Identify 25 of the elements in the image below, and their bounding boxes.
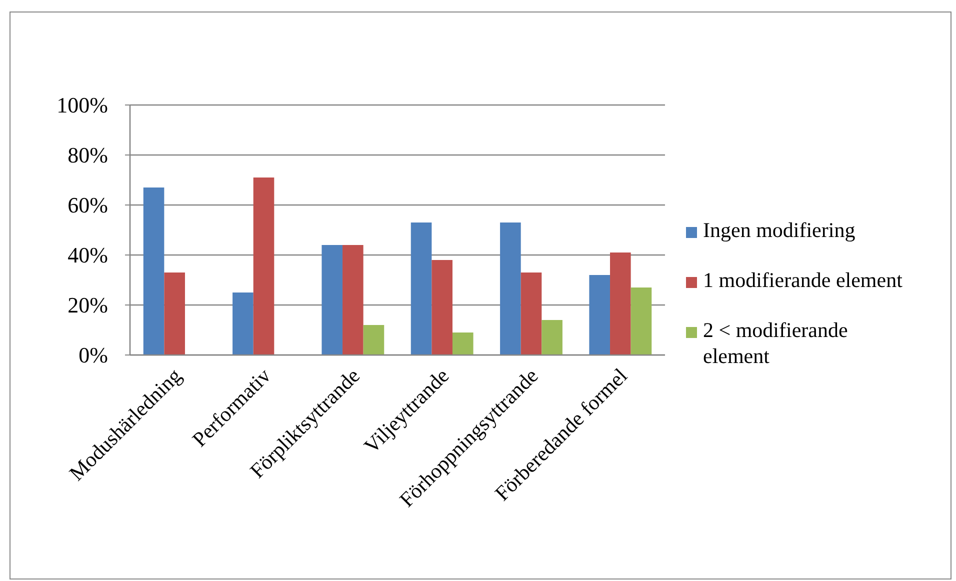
bar [253,178,274,355]
bar [232,292,254,355]
bar [143,188,164,355]
y-tick-label: 100% [56,92,108,118]
y-tick-label: 0% [78,342,108,368]
bar [630,288,652,355]
bar [452,332,474,355]
legend-label: 1 modifierande element [703,268,903,292]
y-tick-label: 80% [68,142,108,168]
bar [363,325,384,355]
y-tick-label: 40% [68,242,108,268]
legend-label: 2 < modifierande element [703,318,848,368]
bar [542,320,562,355]
y-tick-label: 20% [68,292,108,318]
bar [342,245,364,355]
bar [164,272,185,355]
bar [500,222,521,355]
y-tick-label: 60% [68,192,108,218]
bar [432,260,452,355]
bar [610,252,631,355]
bar [322,245,343,355]
bar [410,222,432,355]
bar [589,275,610,355]
legend-label: Ingen modifiering [703,218,856,242]
bar [520,272,542,355]
